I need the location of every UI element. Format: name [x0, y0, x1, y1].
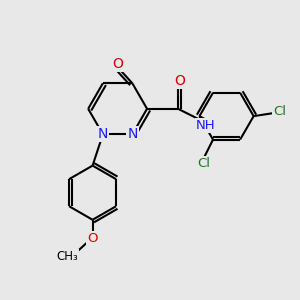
Text: O: O — [174, 74, 185, 88]
Text: Cl: Cl — [273, 105, 286, 118]
Text: Cl: Cl — [198, 157, 211, 170]
Text: O: O — [112, 57, 123, 71]
Text: CH₃: CH₃ — [57, 250, 78, 262]
Text: N: N — [98, 127, 108, 141]
Text: N: N — [127, 127, 137, 141]
Text: NH: NH — [196, 119, 216, 132]
Text: O: O — [87, 232, 98, 245]
